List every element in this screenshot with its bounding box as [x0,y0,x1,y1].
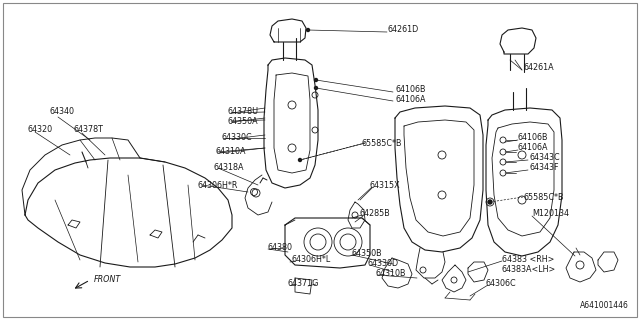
Text: 64306H*L: 64306H*L [292,255,332,265]
Text: FRONT: FRONT [94,276,121,284]
Text: 64310B: 64310B [376,269,406,278]
Text: 64320: 64320 [27,125,52,134]
Text: 64261D: 64261D [388,26,419,35]
Text: 64315X: 64315X [370,180,401,189]
Text: 64340: 64340 [50,108,75,116]
Text: A641001446: A641001446 [580,300,629,309]
Text: 64378T: 64378T [74,125,104,134]
Text: 64378U: 64378U [228,108,259,116]
Text: 64343C: 64343C [530,154,561,163]
Circle shape [314,86,317,90]
Text: 64383A<LH>: 64383A<LH> [502,266,556,275]
Text: 64106A: 64106A [518,143,548,153]
Text: 64383 <RH>: 64383 <RH> [502,255,554,265]
Text: 64330D: 64330D [368,260,399,268]
Text: 64306H*R: 64306H*R [198,180,238,189]
Text: 64350A: 64350A [228,116,259,125]
Text: 65585C*B: 65585C*B [362,139,403,148]
Text: 64106B: 64106B [518,133,548,142]
Text: 64371G: 64371G [288,279,319,289]
Circle shape [298,158,301,162]
Text: M120134: M120134 [532,210,569,219]
Text: 64350B: 64350B [351,250,381,259]
Text: 64330C: 64330C [222,133,253,142]
Text: 64306C: 64306C [486,279,516,289]
Circle shape [314,78,317,82]
Text: 64343F: 64343F [530,164,559,172]
Circle shape [488,200,492,204]
Text: 64106A: 64106A [395,95,426,105]
Text: 64261A: 64261A [524,63,555,73]
Text: 64285B: 64285B [360,210,391,219]
Text: 64380: 64380 [267,244,292,252]
Text: 64310A: 64310A [216,148,246,156]
Circle shape [307,28,310,31]
Text: 65585C*B: 65585C*B [524,193,564,202]
Text: 64106B: 64106B [395,85,426,94]
Text: 64318A: 64318A [214,164,244,172]
